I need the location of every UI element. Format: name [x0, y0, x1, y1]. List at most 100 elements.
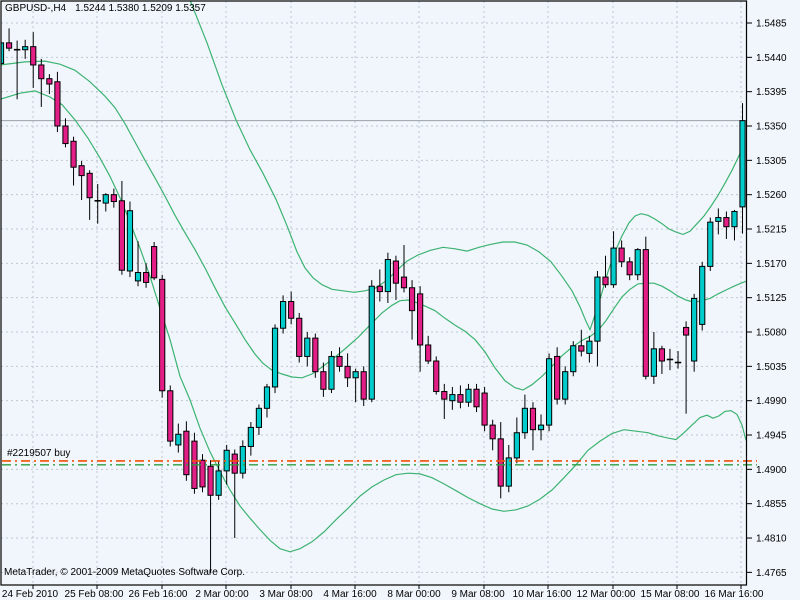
chart-frame [0, 0, 748, 586]
bull-candle [22, 46, 29, 51]
bear-candle [288, 300, 295, 319]
bear-candle [62, 125, 69, 145]
price-axis-label: 1.4765 [756, 568, 787, 579]
bear-candle [626, 261, 633, 276]
bull-candle [650, 348, 657, 377]
bear-candle [473, 388, 480, 408]
price-axis-label: 1.5395 [756, 87, 787, 98]
bull-candle [304, 337, 311, 357]
chart-title: GBPUSD-,H4 1.5244 1.5380 1.5209 1.5357 [5, 3, 206, 14]
bull-candle [239, 445, 246, 474]
bull-candle [1, 42, 5, 64]
bull-candle [368, 285, 375, 400]
bull-candle [594, 276, 601, 342]
bear-candle [683, 326, 690, 336]
chart-ohlc-values: 1.5244 1.5380 1.5209 1.5357 [75, 3, 206, 14]
bollinger-lower-band [1, 90, 747, 553]
price-axis-label: 1.5485 [756, 19, 787, 30]
time-axis-label[interactable]: 2 Mar 00:00 [195, 589, 249, 600]
bear-candle [159, 278, 166, 392]
bull-candle [570, 345, 577, 373]
bear-candle [408, 287, 416, 312]
bear-candle [118, 200, 126, 271]
time-axis-label[interactable]: 10 Mar 16:00 [513, 589, 572, 600]
bear-candle [110, 194, 117, 203]
bull-candle [513, 432, 520, 459]
bear-candle [554, 355, 561, 400]
bear-candle [78, 165, 85, 177]
bear-candle [142, 272, 150, 283]
bull-candle [215, 470, 222, 496]
bear-candle [433, 360, 440, 393]
bear-candle [70, 140, 77, 168]
bull-candle [263, 386, 271, 409]
bull-candle [715, 217, 722, 222]
bear-candle [360, 371, 367, 400]
bull-candle [175, 433, 182, 446]
time-axis-label[interactable]: 8 Mar 00:00 [387, 589, 441, 600]
bear-candle [183, 430, 190, 476]
time-axis-label[interactable]: 26 Feb 16:00 [129, 589, 188, 600]
bull-candle [634, 249, 641, 276]
price-axis-label: 1.5170 [756, 259, 787, 270]
bear-candle [231, 453, 238, 474]
bull-candle [610, 247, 617, 286]
bull-candle [699, 265, 706, 325]
bear-candle [497, 438, 504, 487]
bull-candle [352, 371, 359, 379]
copyright-text: MetaTrader, © 2001-2009 MetaQuotes Softw… [4, 567, 246, 578]
bear-candle [481, 392, 488, 426]
time-axis-label[interactable]: 9 Mar 08:00 [451, 589, 505, 600]
bull-candle [384, 259, 391, 293]
price-axis-label: 1.4945 [756, 431, 787, 442]
bear-candle [618, 247, 625, 263]
bear-candle [425, 344, 432, 362]
time-axis-label[interactable]: 3 Mar 08:00 [259, 589, 313, 600]
time-axis-label[interactable]: 16 Mar 16:00 [705, 589, 764, 600]
bull-candle [102, 194, 109, 204]
bull-candle [465, 388, 472, 403]
price-axis-label: 1.5260 [756, 190, 787, 201]
time-axis-label[interactable]: 12 Mar 00:00 [577, 589, 636, 600]
time-axis-label[interactable]: 24 Feb 2010 [2, 589, 59, 600]
bear-candle [457, 394, 464, 403]
bull-candle [586, 340, 593, 354]
price-axis-label: 1.5035 [756, 362, 787, 373]
bull-candle [247, 426, 254, 447]
price-axis-label: 1.5440 [756, 53, 787, 64]
bull-candle [562, 371, 569, 400]
price-axis-label: 1.5215 [756, 225, 787, 236]
bear-candle [46, 78, 53, 85]
bear-candle [320, 371, 327, 390]
bull-candle [505, 457, 512, 487]
bull-candle [255, 407, 263, 428]
time-axis-label[interactable]: 4 Mar 16:00 [323, 589, 377, 600]
bull-candle [521, 407, 528, 434]
bear-candle [5, 42, 13, 49]
bear-candle [417, 293, 424, 346]
bull-candle [691, 297, 698, 362]
bear-candle [207, 465, 214, 496]
price-axis-label: 1.5305 [756, 156, 787, 167]
price-axis-label: 1.4900 [756, 465, 787, 476]
bear-candle [376, 285, 383, 293]
bear-candle [392, 260, 400, 284]
order-line-label[interactable]: #2219507 buy [7, 448, 71, 459]
bull-candle [126, 210, 134, 272]
bull-candle [545, 358, 553, 426]
bear-candle [441, 391, 448, 400]
bear-candle [30, 46, 37, 66]
bear-candle [344, 365, 351, 379]
price-axis-label: 1.5125 [756, 293, 787, 304]
bear-candle [578, 345, 585, 352]
bear-candle [54, 81, 61, 127]
bear-candle [723, 217, 730, 228]
bull-candle [707, 221, 714, 267]
price-axis-label: 1.5350 [756, 122, 787, 133]
bear-candle [151, 246, 158, 279]
time-axis-label[interactable]: 15 Mar 08:00 [641, 589, 700, 600]
time-axis-label[interactable]: 25 Feb 08:00 [65, 589, 124, 600]
